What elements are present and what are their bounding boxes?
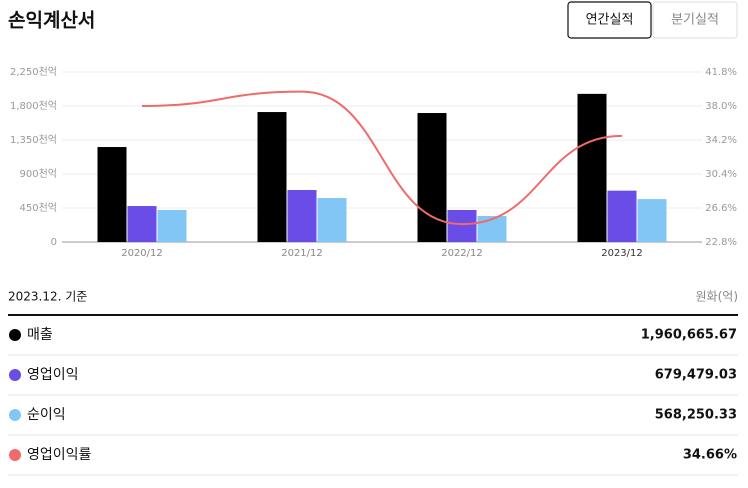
bar xyxy=(97,147,127,242)
y2-tick-label: 26.6% xyxy=(705,203,737,214)
bar xyxy=(637,199,667,242)
row-label: 순이익 xyxy=(27,407,66,423)
bar xyxy=(607,190,637,242)
x-tick-label: 2021/12 xyxy=(281,248,323,259)
row-value: 679,479.03 xyxy=(655,368,737,383)
tab-quarter[interactable]: 분기실적 xyxy=(652,1,738,39)
legend-dot xyxy=(9,449,21,461)
y2-tick-label: 41.8% xyxy=(705,67,737,78)
bar xyxy=(157,210,187,242)
bar xyxy=(287,190,317,242)
y2-tick-label: 34.2% xyxy=(705,135,737,146)
bar xyxy=(577,93,607,243)
row-label: 매출 xyxy=(27,327,53,343)
legend-dot xyxy=(9,369,21,381)
basis: 2023.12. 기준 xyxy=(8,290,87,304)
x-tick-label: 2020/12 xyxy=(121,248,163,259)
y2-tick-label: 30.4% xyxy=(705,169,737,180)
legend-dot xyxy=(9,409,21,421)
row-label: 영업이익 xyxy=(27,367,79,383)
y-tick-label: 1,800천억 xyxy=(10,100,57,112)
y-tick-label: 2,250천억 xyxy=(10,66,57,78)
row-value: 34.66% xyxy=(683,448,737,463)
bar xyxy=(417,113,447,242)
unit: 원화(억) xyxy=(696,290,738,304)
bar xyxy=(317,198,347,242)
y-tick-label: 1,350천억 xyxy=(10,134,57,146)
y-tick-label: 0 xyxy=(51,237,57,248)
row-value: 1,960,665.67 xyxy=(641,328,737,343)
tab-label[interactable]: 분기실적 xyxy=(671,13,719,28)
y2-tick-label: 38.0% xyxy=(705,101,737,112)
legend-dot xyxy=(9,329,21,341)
line xyxy=(141,90,623,226)
tab-box[interactable] xyxy=(652,1,738,39)
bar xyxy=(257,112,287,243)
tab-label[interactable]: 연간실적 xyxy=(586,13,634,28)
y2-tick-label: 22.8% xyxy=(705,237,737,248)
tab-annual[interactable]: 연간실적 xyxy=(567,1,652,39)
bar xyxy=(477,216,507,242)
y-tick-label: 450천억 xyxy=(20,202,58,214)
x-tick-label: 2022/12 xyxy=(441,248,483,259)
row-value: 568,250.33 xyxy=(655,408,737,423)
bar xyxy=(127,206,157,242)
title: 손익계산서 xyxy=(8,10,95,32)
y-tick-label: 900천억 xyxy=(20,168,58,180)
row-label: 영업이익률 xyxy=(27,447,92,463)
bar xyxy=(447,210,477,242)
tab-box[interactable] xyxy=(567,1,652,39)
x-tick-label: 2023/12 xyxy=(601,248,643,259)
